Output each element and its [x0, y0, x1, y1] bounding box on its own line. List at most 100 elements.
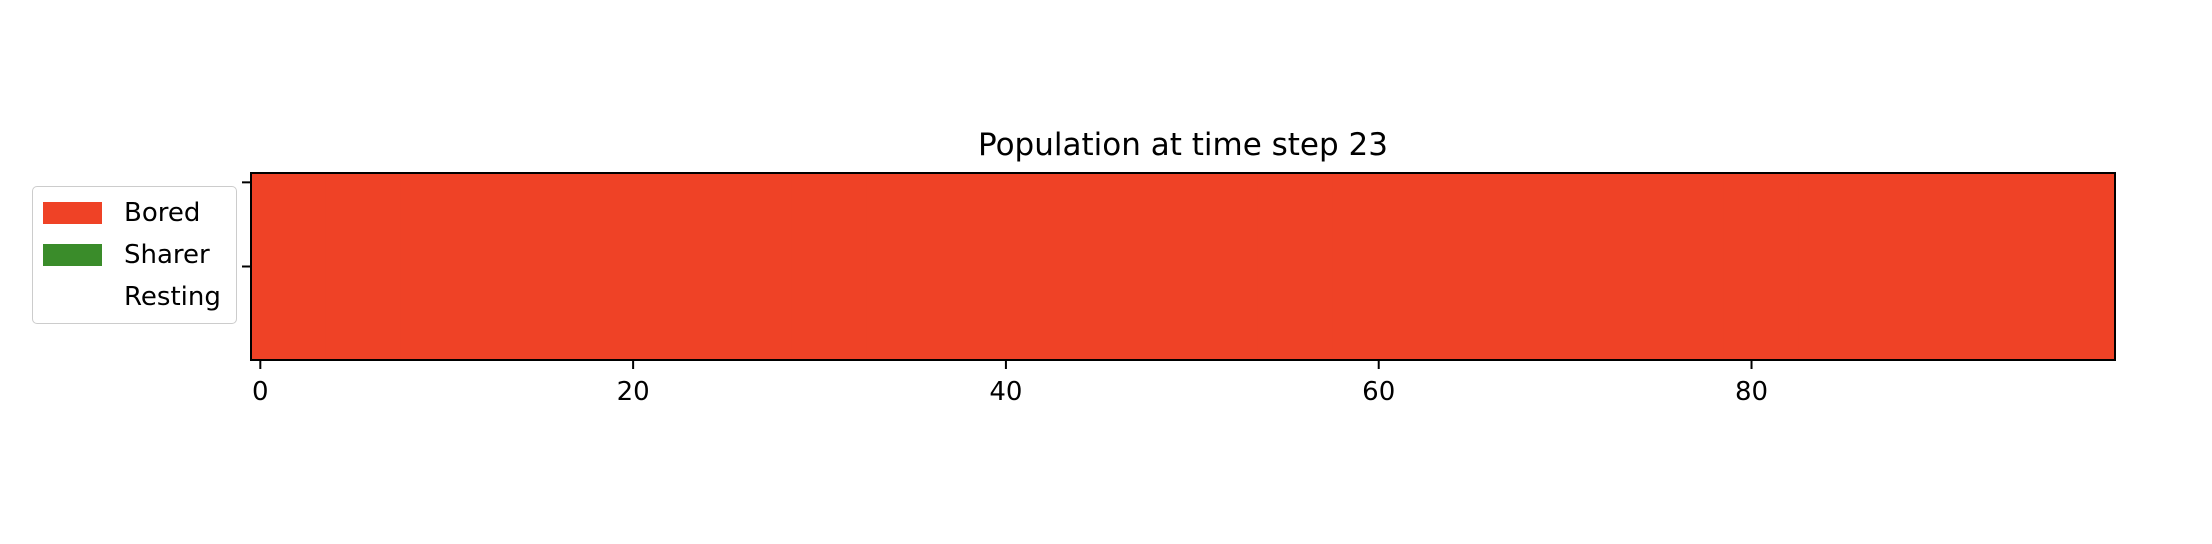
heatmap-cell [1947, 173, 1967, 360]
heatmap-cell [474, 173, 494, 360]
heatmap-cell [1518, 173, 1538, 360]
heatmap-cell [1928, 173, 1948, 360]
heatmap-cell [511, 173, 532, 360]
heatmap-cell [884, 173, 904, 360]
x-tick-label: 0 [252, 377, 269, 407]
heatmap-cell [828, 173, 849, 360]
heatmap-cell [1127, 173, 1147, 360]
x-tick-label: 80 [1735, 377, 1768, 407]
heatmap-cell [1723, 173, 1743, 360]
heatmap-cell [1201, 173, 1221, 360]
x-tick-label: 40 [989, 377, 1022, 407]
heatmap-cell [605, 173, 625, 360]
heatmap-cell [1984, 173, 2004, 360]
heatmap-cell [1313, 173, 1333, 360]
heatmap-cell [1649, 173, 1669, 360]
heatmap-cell [437, 173, 457, 360]
heatmap-cell [1145, 173, 1165, 360]
legend-label-sharer: Sharer [124, 240, 210, 270]
heatmap-cell [1779, 173, 1799, 360]
heatmap-cell [866, 173, 886, 360]
heatmap-cell [1909, 173, 1930, 360]
legend-item-bored: Bored [43, 198, 201, 228]
heatmap-cell [1276, 173, 1296, 360]
heatmap-cell [2040, 173, 2060, 360]
legend-swatch-resting [43, 286, 102, 308]
heatmap-cell [679, 173, 699, 360]
heatmap-cell [996, 173, 1016, 360]
heatmap-cell [1537, 173, 1557, 360]
heatmap-cell [1555, 173, 1576, 360]
heatmap-cell [922, 173, 942, 360]
heatmap-cell [903, 173, 923, 360]
heatmap-cell [1574, 173, 1594, 360]
heatmap-cell [456, 173, 476, 360]
heatmap-cell [1760, 173, 1781, 360]
legend-swatch-sharer [43, 244, 102, 266]
heatmap-cell [1183, 173, 1203, 360]
heatmap-cell [1015, 173, 1035, 360]
heatmap-cell [1332, 173, 1352, 360]
heatmap-cell [1071, 173, 1091, 360]
heatmap-cell [1704, 173, 1725, 360]
x-tick-label: 60 [1362, 377, 1395, 407]
heatmap-cell [1052, 173, 1072, 360]
heatmap-cell [306, 173, 327, 360]
heatmap-cell [1220, 173, 1240, 360]
heatmap-cell [959, 173, 979, 360]
legend-swatch-bored [43, 202, 102, 224]
heatmap-cell [269, 173, 289, 360]
heatmap-cell [735, 173, 755, 360]
heatmap-cell [1816, 173, 1836, 360]
heatmap-cell [1238, 173, 1259, 360]
heatmap-cell [549, 173, 569, 360]
heatmap-cell [698, 173, 718, 360]
heatmap-cell [791, 173, 811, 360]
heatmap-cell [1425, 173, 1445, 360]
heatmap-cell [1443, 173, 1464, 360]
heatmap-cell [1089, 173, 1110, 360]
heatmap-cells [251, 173, 2116, 360]
heatmap-cell [1667, 173, 1687, 360]
heatmap-cell [288, 173, 308, 360]
heatmap-cell [1686, 173, 1706, 360]
heatmap-cell [1630, 173, 1650, 360]
legend: Bored Sharer Resting [32, 186, 237, 324]
heatmap-cell [362, 173, 383, 360]
heatmap-cell [1257, 173, 1277, 360]
heatmap-cell [847, 173, 867, 360]
heatmap-cell [1835, 173, 1855, 360]
x-tick-label: 20 [617, 377, 650, 407]
heatmap-cell [1108, 173, 1128, 360]
heatmap-cell [1798, 173, 1818, 360]
heatmap-cell [977, 173, 998, 360]
heatmap-cell [493, 173, 513, 360]
heatmap-cell [642, 173, 662, 360]
heatmap-cell [940, 173, 960, 360]
heatmap-cell [1406, 173, 1426, 360]
heatmap-cell [661, 173, 681, 360]
heatmap-cell [567, 173, 588, 360]
heatmap-cell [1611, 173, 1631, 360]
legend-item-sharer: Sharer [43, 240, 210, 270]
chart-title: Population at time step 23 [978, 127, 1388, 163]
heatmap-cell [2096, 173, 2116, 360]
legend-label-bored: Bored [124, 198, 201, 228]
heatmap-cell [2021, 173, 2042, 360]
heatmap-cell [325, 173, 345, 360]
heatmap-cell [344, 173, 364, 360]
heatmap-cell [381, 173, 401, 360]
heatmap-cell [1499, 173, 1520, 360]
heatmap-cell [772, 173, 793, 360]
heatmap-cell [418, 173, 438, 360]
heatmap-cell [1294, 173, 1315, 360]
heatmap-cell [1033, 173, 1054, 360]
y-axis-ticks [242, 181, 251, 268]
heatmap-cell [717, 173, 737, 360]
heatmap-cell [754, 173, 774, 360]
heatmap-cell [1854, 173, 1874, 360]
heatmap-cell [1593, 173, 1613, 360]
heatmap-cell [623, 173, 644, 360]
heatmap-cell [1388, 173, 1408, 360]
heatmap-cell [1742, 173, 1762, 360]
